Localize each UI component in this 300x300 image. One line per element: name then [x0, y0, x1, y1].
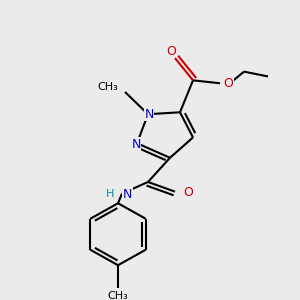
Text: N: N [131, 138, 141, 151]
Text: O: O [223, 77, 233, 90]
Text: N: N [144, 108, 154, 121]
Text: H: H [106, 189, 114, 199]
Text: O: O [183, 186, 193, 199]
Text: N: N [123, 188, 132, 201]
Text: O: O [166, 45, 176, 58]
Text: CH₃: CH₃ [97, 82, 118, 92]
Text: CH₃: CH₃ [108, 291, 128, 300]
